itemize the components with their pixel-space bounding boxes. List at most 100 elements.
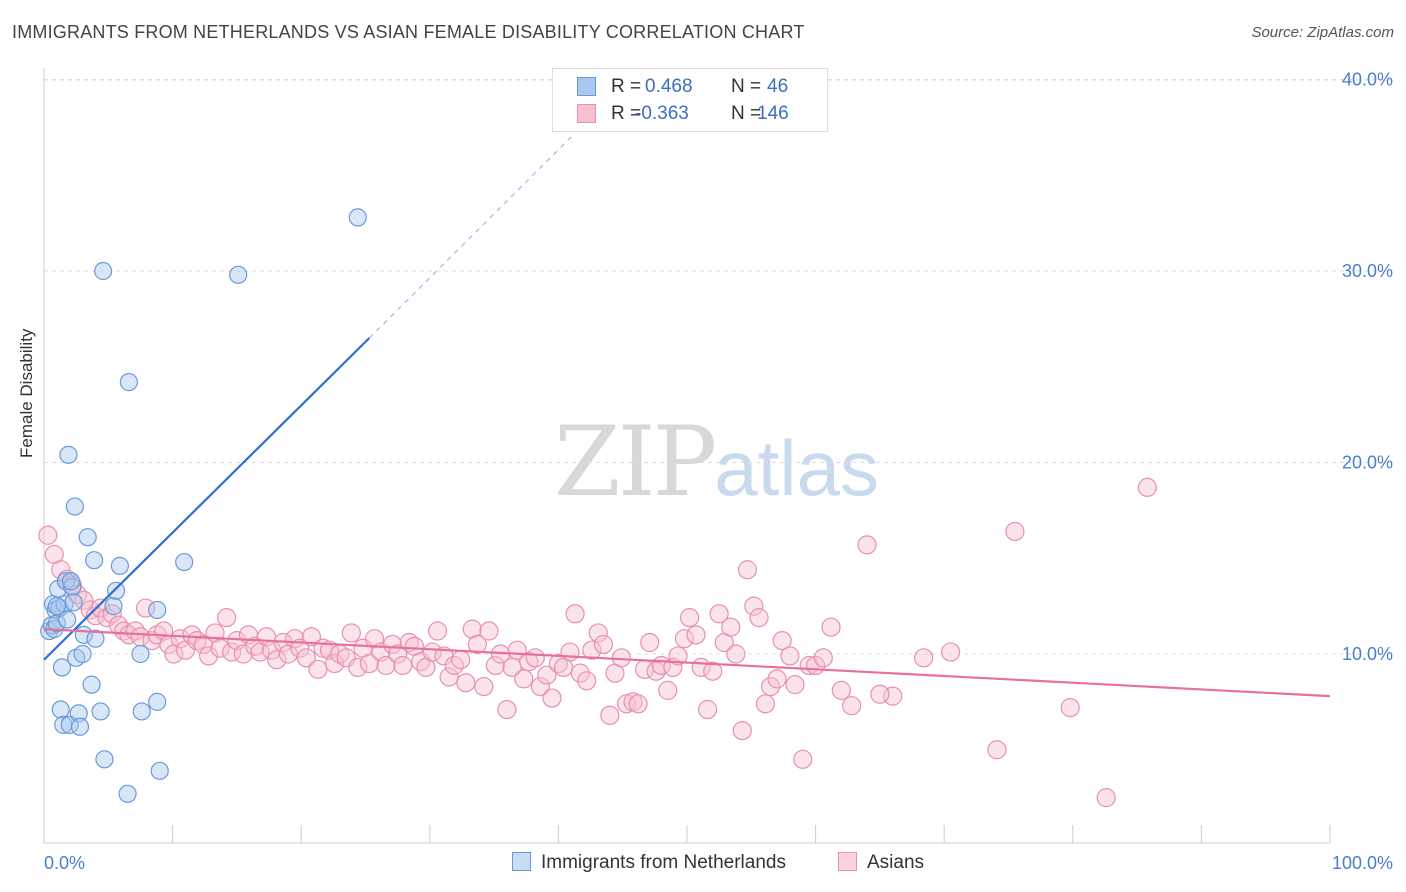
asians-point	[497, 699, 517, 720]
asians-point	[785, 675, 805, 695]
legend-r-label: R =	[611, 103, 642, 124]
netherlands-point	[95, 750, 114, 769]
chart-title: IMMIGRANTS FROM NETHERLANDS VS ASIAN FEM…	[12, 22, 805, 42]
asians-point	[628, 694, 648, 714]
asians-point	[462, 619, 482, 639]
asians-point	[199, 646, 219, 666]
netherlands-point	[132, 702, 151, 721]
asians-points	[38, 477, 1157, 808]
asians-point	[502, 657, 522, 678]
netherlands-point	[118, 784, 137, 803]
asians-point	[588, 623, 608, 643]
netherlands-point	[69, 704, 88, 723]
asians-point	[301, 627, 322, 647]
x-tick-label: 100.0%	[1332, 853, 1393, 873]
asians-point	[737, 560, 758, 580]
asians-point	[570, 663, 590, 683]
asians-point	[560, 642, 580, 662]
netherlands-point	[47, 597, 66, 616]
asians-point	[679, 608, 700, 628]
asians-point	[857, 535, 877, 555]
asians-point	[170, 629, 190, 649]
legend-n-label: N =	[731, 103, 762, 124]
asians-point	[842, 696, 862, 716]
legend-swatch-pink	[577, 104, 596, 123]
netherlands-point	[148, 600, 167, 620]
y-tick-label: 10.0%	[1342, 644, 1393, 664]
asians-point	[600, 705, 620, 725]
netherlands-point	[119, 372, 138, 392]
asians-point	[376, 655, 396, 676]
asians-point	[102, 604, 122, 624]
asians-point	[479, 621, 499, 641]
netherlands-point	[104, 597, 123, 616]
x-tick-label: 0.0%	[44, 853, 85, 873]
netherlands-point	[348, 208, 367, 227]
netherlands-point	[63, 577, 82, 597]
asians-point	[668, 646, 688, 666]
legend-r-label: R =	[611, 76, 642, 97]
netherlands-points	[40, 208, 367, 803]
netherlands-point	[65, 497, 84, 516]
netherlands-point	[82, 675, 101, 694]
asians-point	[114, 621, 134, 641]
netherlands-trend-line	[43, 337, 371, 661]
netherlands-point	[229, 265, 248, 284]
asians-point	[348, 657, 368, 678]
asians-point	[474, 676, 494, 697]
asians-point	[1005, 521, 1025, 542]
asians-point	[393, 655, 413, 676]
asians-point	[593, 634, 614, 655]
asians-point	[732, 720, 752, 741]
bottom-legend-label-netherlands: Immigrants from Netherlands	[541, 852, 786, 873]
legend-n-value: 146	[757, 103, 789, 124]
asians-point	[914, 648, 934, 668]
asians-point	[709, 604, 729, 624]
asians-point	[1137, 477, 1157, 497]
asians-point	[640, 632, 660, 653]
asians-point	[525, 648, 545, 668]
legend-n-label: N =	[731, 76, 762, 97]
bottom-legend-swatch-pink	[838, 852, 857, 871]
asians-point	[760, 676, 781, 697]
netherlands-point	[175, 552, 194, 572]
asians-point	[548, 653, 569, 674]
asians-point	[267, 650, 287, 670]
asians-point	[296, 648, 316, 668]
axis-layer	[43, 68, 1331, 844]
trend-lines	[43, 136, 1331, 698]
asians-point	[125, 621, 145, 641]
asians-point	[451, 650, 471, 670]
netherlands-point	[131, 644, 150, 664]
netherlands-point	[52, 658, 72, 677]
legend-swatch-blue	[577, 77, 596, 96]
y-tick-label: 30.0%	[1342, 261, 1393, 281]
asians-point	[703, 661, 723, 681]
asians-point	[1060, 698, 1080, 718]
asians-trend-line	[43, 628, 1331, 698]
netherlands-point	[86, 629, 105, 648]
asians-point	[577, 671, 597, 691]
netherlands-point	[148, 692, 167, 711]
legend-n-value: 46	[767, 76, 789, 97]
asians-point	[941, 642, 961, 662]
asians-point	[793, 749, 813, 769]
asians-point	[427, 621, 448, 641]
netherlands-point	[94, 261, 113, 281]
asians-point	[308, 659, 328, 679]
asians-point	[726, 644, 746, 664]
watermark-atlas: atlas	[714, 424, 879, 512]
netherlands-point	[150, 761, 169, 780]
asians-point	[686, 625, 706, 645]
asians-point	[582, 640, 602, 660]
asians-point	[749, 608, 769, 628]
bottom-legend-asians: Asians	[838, 852, 924, 874]
asians-point	[744, 596, 764, 616]
asians-point	[233, 644, 253, 664]
asians-point	[813, 648, 833, 668]
bottom-legend-netherlands: Immigrants from Netherlands	[512, 852, 786, 874]
netherlands-point	[73, 644, 92, 664]
asians-point	[565, 604, 585, 624]
asians-point	[217, 608, 237, 628]
netherlands-point	[85, 551, 104, 570]
